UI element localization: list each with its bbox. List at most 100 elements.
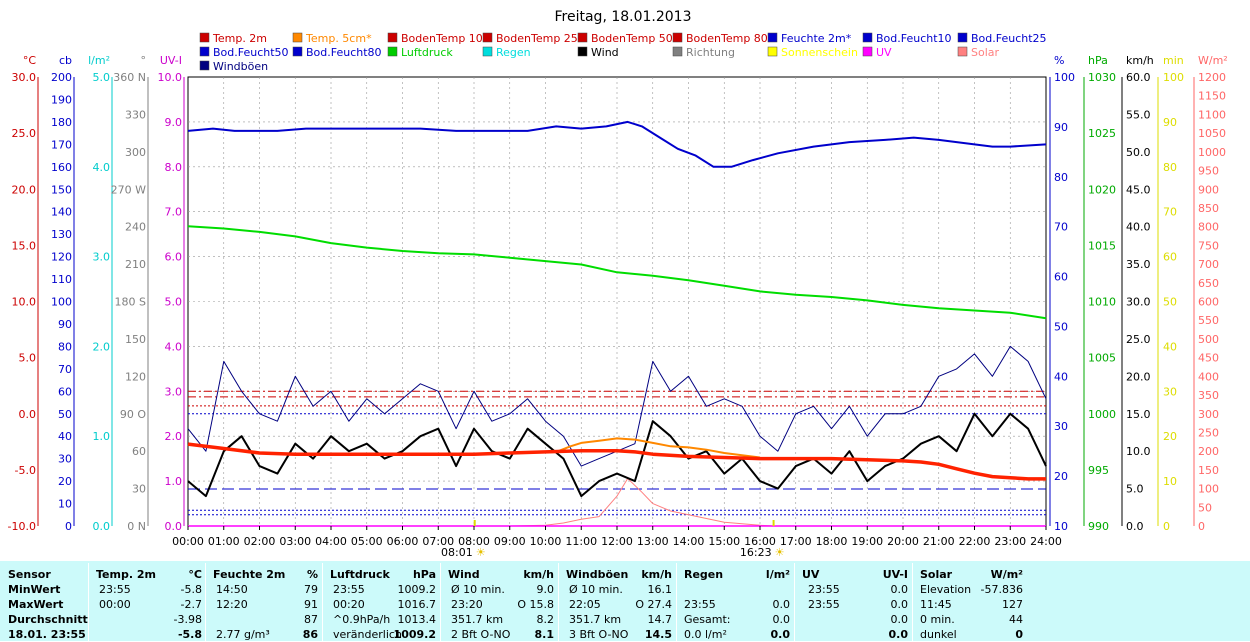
table-cell: °C [188,568,202,581]
axis-tick-label: 5.0 [1126,483,1144,496]
legend-swatch [862,32,873,43]
axis-unit: ° [141,54,147,67]
x-tick-label: 19:00 [851,535,883,548]
legend-label: Wind [591,46,619,59]
legend-label: Sonnenschein [781,46,858,59]
table-cell: 23:55 [808,598,840,611]
table-cell: Solar [920,568,953,581]
table-cell: 1009.2 [397,583,437,596]
axis-tick-label: 0 N [127,520,146,533]
axis-tick-label: 180 [51,116,72,129]
x-tick-label: 04:00 [315,535,347,548]
table-cell: 14.7 [647,613,673,626]
table-cell: 0 [1015,628,1023,641]
axis-tick-label: 10 [1054,520,1068,533]
axis-tick-label: 10.0 [1126,445,1151,458]
axis-tick-label: 0 [65,520,72,533]
axis-tick-label: 120 [51,251,72,264]
axis-tick-label: 20.0 [12,183,37,196]
axis-tick-label: 150 [125,333,146,346]
axis-tick-label: 20 [1054,470,1068,483]
table-cell: 23:55 [808,583,840,596]
table-cell: 0.0 [890,583,909,596]
legend-swatch [862,46,873,57]
legend-label: Regen [496,46,531,59]
axis-tick-label: 9.0 [165,116,183,129]
x-tick-label: 21:00 [923,535,955,548]
table-cell: UV [802,568,820,581]
table-cell: 11:45 [920,598,952,611]
axis-tick-label: 10 [1163,475,1177,488]
humidity-line [187,120,1047,168]
x-tick-label: 08:00 [458,535,490,548]
axis-tick-label: 550 [1198,314,1219,327]
x-tick-label: 23:00 [994,535,1026,548]
table-cell: -3.98 [173,613,202,626]
axis-unit: UV-I [160,54,182,67]
table-cell: 1013.4 [397,613,437,626]
table-cell: 79 [304,583,318,596]
legend-label: Bod.Feucht10 [876,32,952,45]
x-tick-label: 24:00 [1030,535,1062,548]
axis-tick-label: 990 [1088,520,1109,533]
table-cell: 23:20 [451,598,483,611]
legend-label: Solar [971,46,1000,59]
x-tick-label: 18:00 [816,535,848,548]
legend-label: Bod.Feucht80 [306,46,382,59]
temp-2m-line [187,442,1046,481]
axis-tick-label: 750 [1198,239,1219,252]
chart-title: Freitag, 18.01.2013 [555,9,692,25]
axis-tick-label: 0.0 [165,520,183,533]
axis-tick-label: 0.0 [19,408,37,421]
table-cell: 351.7 km [569,613,622,626]
axis-tick-label: 60.0 [1126,71,1151,84]
table-cell: 0.0 [890,598,909,611]
legend-swatch [577,46,588,57]
axis-tick-label: 1030 [1088,71,1116,84]
axis-tick-label: 450 [1198,352,1219,365]
sun-icon: ☀ [476,546,486,559]
table-cell: Wind [448,568,480,581]
table-cell: W/m² [990,568,1023,581]
axis-tick-label: 200 [51,71,72,84]
table-cell: O 27.4 [635,598,672,611]
axis-tick-label: 1000 [1198,146,1226,159]
axis-tick-label: 100 [1198,483,1219,496]
table-cell: 0.0 [772,613,791,626]
axis-tick-label: 1100 [1198,108,1226,121]
table-cell: 16.1 [647,583,673,596]
sun-marker-label: 16:23 [740,546,772,559]
sun-marker-label: 08:01 [441,546,473,559]
legend-label: BodenTemp 80 [686,32,768,45]
axis-tick-label: 40 [58,430,72,443]
chart-legend: Temp. 2m Temp. 5cm* BodenTemp 10 BodenTemp … [199,32,1047,73]
table-cell: Gesamt: [684,613,731,626]
axis-tick-label: 35.0 [1126,258,1151,271]
table-cell: 86 [302,628,318,641]
axis-tick-label: 300 [125,146,146,159]
table-cell: Ø 10 min. [569,583,623,596]
table-cell: 00:20 [333,598,365,611]
x-tick-label: 11:00 [565,535,597,548]
axis-tick-label: 1005 [1088,352,1116,365]
table-cell: 0.0 [888,628,909,641]
table-cell: km/h [641,568,672,581]
table-cell: Luftdruck [330,568,390,581]
axis-tick-label: 700 [1198,258,1219,271]
legend-swatch [482,32,493,43]
legend-label: Bod.Feucht50 [213,46,289,59]
axis-tick-label: 20.0 [1126,370,1151,383]
axis-unit: cb [59,54,72,67]
axis-tick-label: 120 [125,370,146,383]
axis-tick-label: 15.0 [1126,408,1151,421]
table-cell: 1016.7 [397,598,437,611]
x-tick-label: 14:00 [673,535,705,548]
x-tick-label: 20:00 [887,535,919,548]
x-tick-label: 02:00 [244,535,276,548]
axis-unit: °C [23,54,37,67]
table-cell: 23:55 [99,583,131,596]
table-cell: Durchschnitt [8,613,88,626]
axis-tick-label: 1.0 [93,430,111,443]
axis-tick-label: 4.0 [93,161,111,174]
axis-tick-label: 200 [1198,445,1219,458]
